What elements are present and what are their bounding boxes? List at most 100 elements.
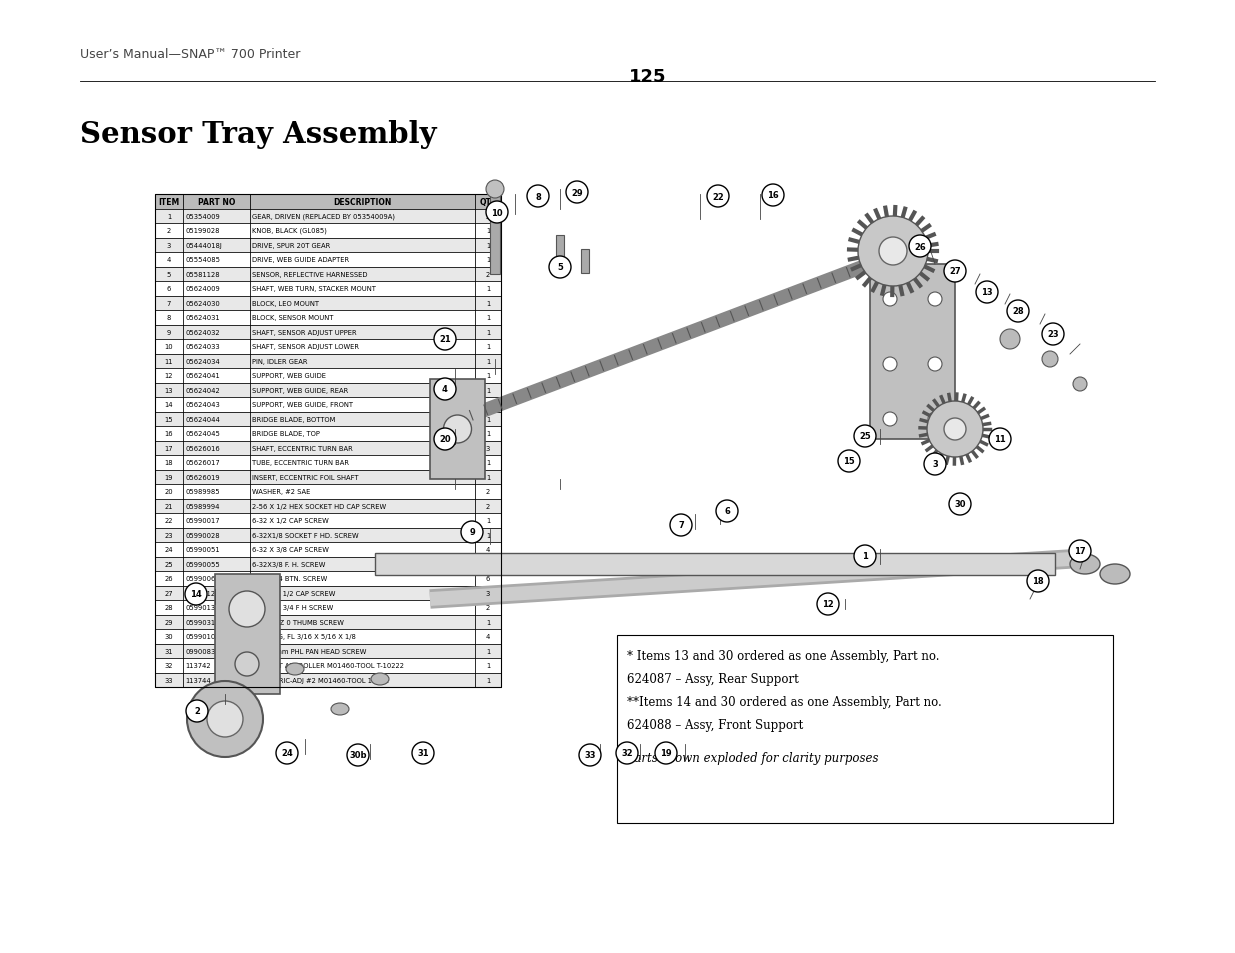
Bar bbox=[475, 412, 501, 427]
Text: 21: 21 bbox=[164, 503, 173, 509]
Bar bbox=[156, 253, 183, 267]
Bar bbox=[183, 296, 249, 311]
Text: 25: 25 bbox=[860, 432, 871, 441]
Bar bbox=[183, 311, 249, 325]
Circle shape bbox=[944, 261, 966, 283]
Text: SHAFT, SENSOR ADJUST UPPER: SHAFT, SENSOR ADJUST UPPER bbox=[252, 330, 357, 335]
Circle shape bbox=[487, 202, 508, 224]
Text: 30: 30 bbox=[955, 500, 966, 509]
Bar bbox=[249, 383, 475, 397]
Circle shape bbox=[1042, 352, 1058, 368]
Text: 11: 11 bbox=[164, 358, 173, 364]
Bar bbox=[183, 282, 249, 296]
Text: 3: 3 bbox=[167, 242, 172, 249]
Text: 30b: 30b bbox=[350, 751, 367, 760]
Bar bbox=[183, 644, 249, 659]
Bar bbox=[249, 673, 475, 687]
Text: 1: 1 bbox=[485, 330, 490, 335]
Text: 33: 33 bbox=[164, 677, 173, 683]
Bar bbox=[215, 575, 280, 695]
Bar bbox=[249, 355, 475, 369]
Bar bbox=[156, 355, 183, 369]
Text: 05444018J: 05444018J bbox=[185, 242, 222, 249]
Text: 9: 9 bbox=[167, 330, 172, 335]
Text: 20: 20 bbox=[440, 435, 451, 444]
Bar bbox=[475, 267, 501, 282]
Bar bbox=[156, 528, 183, 542]
Bar bbox=[249, 238, 475, 253]
Bar bbox=[156, 397, 183, 412]
Bar bbox=[183, 194, 249, 210]
Circle shape bbox=[228, 592, 266, 627]
Text: 7: 7 bbox=[678, 521, 684, 530]
Bar bbox=[475, 557, 501, 572]
Text: 1: 1 bbox=[485, 532, 490, 538]
Bar bbox=[156, 659, 183, 673]
Bar bbox=[156, 267, 183, 282]
Bar bbox=[475, 282, 501, 296]
Bar bbox=[249, 412, 475, 427]
Bar bbox=[430, 379, 485, 479]
Bar bbox=[156, 470, 183, 484]
Bar bbox=[156, 210, 183, 224]
Bar bbox=[183, 659, 249, 673]
Circle shape bbox=[527, 186, 550, 208]
Text: QTY: QTY bbox=[479, 197, 496, 207]
Bar bbox=[156, 644, 183, 659]
Text: 6: 6 bbox=[724, 507, 730, 516]
Bar bbox=[249, 615, 475, 629]
Bar bbox=[475, 441, 501, 456]
Bar bbox=[183, 615, 249, 629]
Bar bbox=[249, 253, 475, 267]
Text: 2: 2 bbox=[194, 707, 200, 716]
Text: 17: 17 bbox=[164, 445, 173, 452]
Circle shape bbox=[616, 742, 638, 764]
Bar bbox=[156, 557, 183, 572]
Bar bbox=[156, 325, 183, 339]
Text: 2: 2 bbox=[485, 213, 490, 219]
Bar bbox=[249, 427, 475, 441]
Bar bbox=[249, 644, 475, 659]
Text: 12: 12 bbox=[164, 373, 173, 379]
Bar bbox=[475, 542, 501, 557]
Text: 23: 23 bbox=[1047, 330, 1058, 339]
Bar bbox=[183, 355, 249, 369]
Text: 05990066: 05990066 bbox=[185, 576, 220, 581]
Bar bbox=[156, 484, 183, 499]
Text: 26: 26 bbox=[914, 242, 926, 252]
Bar bbox=[183, 586, 249, 600]
Bar bbox=[249, 339, 475, 355]
Text: 17: 17 bbox=[1074, 547, 1086, 556]
Text: 1: 1 bbox=[485, 431, 490, 436]
Bar bbox=[183, 673, 249, 687]
Text: 1: 1 bbox=[485, 416, 490, 422]
Text: 05624031: 05624031 bbox=[185, 314, 220, 321]
Text: TUBE, ECCENTRIC TURN BAR: TUBE, ECCENTRIC TURN BAR bbox=[252, 459, 350, 466]
Bar bbox=[249, 600, 475, 615]
Text: 05990120: 05990120 bbox=[185, 590, 220, 597]
Bar bbox=[249, 586, 475, 600]
Circle shape bbox=[883, 413, 897, 427]
Bar bbox=[475, 499, 501, 514]
Bar bbox=[475, 673, 501, 687]
Text: SUPPORT, WEB GUIDE, FRONT: SUPPORT, WEB GUIDE, FRONT bbox=[252, 402, 353, 408]
Bar bbox=[156, 470, 183, 484]
Bar bbox=[183, 557, 249, 572]
Circle shape bbox=[443, 416, 472, 443]
Text: 2: 2 bbox=[485, 272, 490, 277]
Bar bbox=[156, 586, 183, 600]
Text: 1: 1 bbox=[485, 619, 490, 625]
Text: 1: 1 bbox=[485, 662, 490, 669]
Bar bbox=[475, 528, 501, 542]
Bar bbox=[156, 210, 183, 224]
Text: 1/4-20 X 1/2 CAP SCREW: 1/4-20 X 1/2 CAP SCREW bbox=[252, 590, 336, 597]
Circle shape bbox=[550, 256, 571, 278]
Bar bbox=[156, 383, 183, 397]
Text: 19: 19 bbox=[164, 475, 173, 480]
Bar bbox=[475, 296, 501, 311]
Text: 29: 29 bbox=[164, 619, 173, 625]
Bar bbox=[249, 514, 475, 528]
Bar bbox=[156, 499, 183, 514]
Text: 6-32X1/8 SOCKET F HD. SCREW: 6-32X1/8 SOCKET F HD. SCREW bbox=[252, 532, 359, 538]
Text: 05624043: 05624043 bbox=[185, 402, 220, 408]
